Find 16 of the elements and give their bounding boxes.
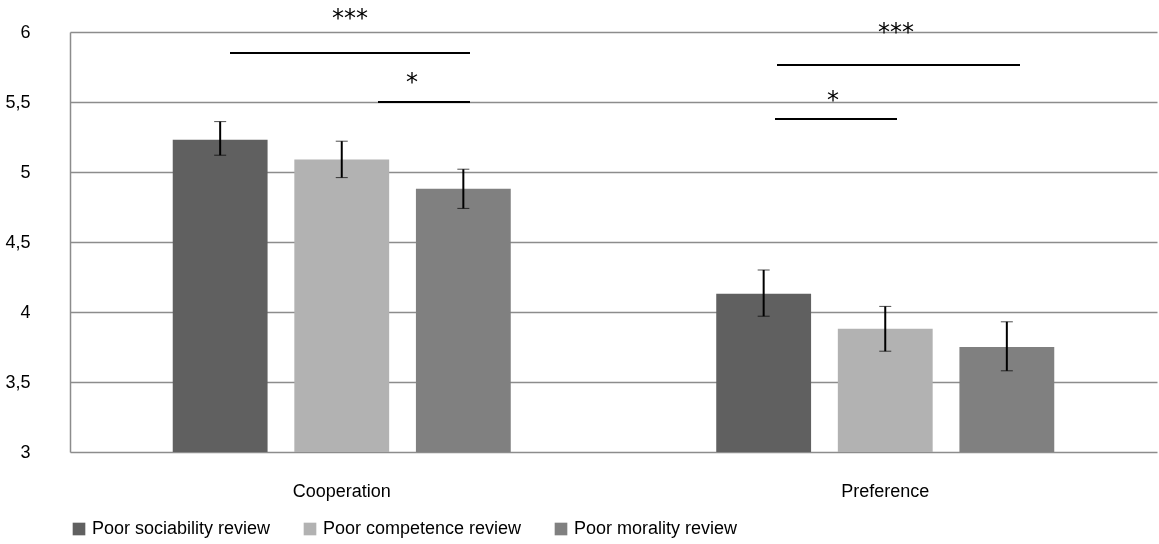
x-tick-label: Cooperation [292,480,391,501]
y-tick-label: 6 [20,21,31,42]
y-tick-label: 3,5 [5,371,31,392]
annotation: * [406,68,418,96]
text: *** [332,4,368,32]
y-tick-label: 3 [20,441,31,462]
annotation: *** [878,18,914,46]
legend-label: Poor sociability review [92,518,272,538]
legend-label: Poor morality review [574,518,739,538]
y-tick-label: 4 [20,301,31,322]
legend-label: Poor competence review [323,518,523,538]
y-tick-label: 5 [20,161,31,182]
y-tick-label: 5,5 [5,91,31,112]
annotation: * [827,86,839,114]
x-tick-label: Preference [841,480,930,501]
y-tick-label: 4,5 [5,231,31,252]
